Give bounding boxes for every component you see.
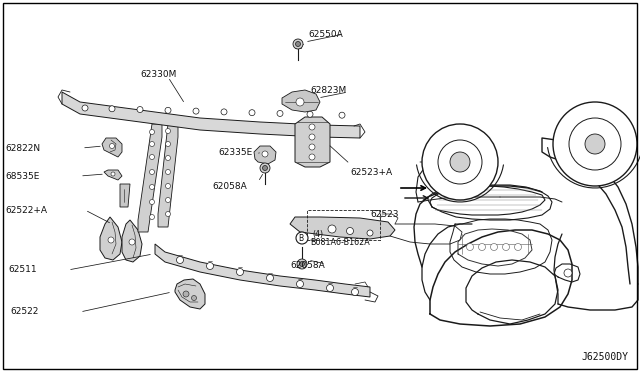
Circle shape xyxy=(137,106,143,113)
Circle shape xyxy=(309,124,315,130)
Text: 62523: 62523 xyxy=(370,209,399,218)
Polygon shape xyxy=(120,184,130,207)
Circle shape xyxy=(129,239,135,245)
Text: 62523+A: 62523+A xyxy=(350,167,392,176)
Text: 62511: 62511 xyxy=(8,266,36,275)
Circle shape xyxy=(150,129,154,135)
Circle shape xyxy=(422,124,498,200)
Circle shape xyxy=(166,212,170,217)
Text: 62522: 62522 xyxy=(10,308,38,317)
Circle shape xyxy=(328,225,336,233)
Circle shape xyxy=(296,232,308,244)
Circle shape xyxy=(207,263,214,269)
Circle shape xyxy=(296,98,304,106)
Circle shape xyxy=(262,166,268,170)
Circle shape xyxy=(438,140,482,184)
Circle shape xyxy=(183,291,189,297)
Polygon shape xyxy=(282,90,320,112)
Circle shape xyxy=(467,244,474,250)
Circle shape xyxy=(346,228,353,234)
Circle shape xyxy=(260,163,270,173)
Circle shape xyxy=(82,105,88,111)
Circle shape xyxy=(585,134,605,154)
Polygon shape xyxy=(290,217,395,239)
Circle shape xyxy=(221,109,227,115)
Circle shape xyxy=(309,154,315,160)
Circle shape xyxy=(177,257,184,263)
Circle shape xyxy=(326,285,333,292)
Polygon shape xyxy=(254,146,276,164)
Circle shape xyxy=(367,230,373,236)
Text: J62500DY: J62500DY xyxy=(581,352,628,362)
Circle shape xyxy=(300,262,305,266)
Circle shape xyxy=(108,237,114,243)
Circle shape xyxy=(293,39,303,49)
Circle shape xyxy=(166,141,170,147)
Circle shape xyxy=(166,183,170,189)
Text: (4): (4) xyxy=(312,230,323,238)
Circle shape xyxy=(150,170,154,174)
Polygon shape xyxy=(62,92,360,138)
Text: 62822N: 62822N xyxy=(5,144,40,153)
Circle shape xyxy=(502,244,509,250)
Circle shape xyxy=(249,110,255,116)
Circle shape xyxy=(109,106,115,112)
Circle shape xyxy=(297,259,307,269)
Text: 62550A: 62550A xyxy=(308,29,343,38)
Polygon shape xyxy=(122,220,142,262)
Circle shape xyxy=(266,275,273,282)
Circle shape xyxy=(150,199,154,205)
Text: 68535E: 68535E xyxy=(5,171,40,180)
Circle shape xyxy=(339,112,345,118)
Circle shape xyxy=(490,244,497,250)
Circle shape xyxy=(277,110,283,116)
Circle shape xyxy=(165,108,171,113)
Text: B: B xyxy=(298,234,303,243)
Circle shape xyxy=(166,128,170,134)
Circle shape xyxy=(515,244,522,250)
Circle shape xyxy=(109,144,115,148)
Circle shape xyxy=(166,155,170,160)
Polygon shape xyxy=(175,279,205,309)
Polygon shape xyxy=(104,170,122,180)
Circle shape xyxy=(296,280,303,288)
Circle shape xyxy=(450,152,470,172)
Circle shape xyxy=(309,144,315,150)
Circle shape xyxy=(150,215,154,219)
Text: B081A6-B162A: B081A6-B162A xyxy=(310,237,370,247)
Circle shape xyxy=(191,295,196,301)
Circle shape xyxy=(237,269,243,276)
Text: 62335E: 62335E xyxy=(218,148,252,157)
Circle shape xyxy=(479,244,486,250)
Circle shape xyxy=(262,151,268,157)
Polygon shape xyxy=(100,217,122,260)
Circle shape xyxy=(296,42,301,46)
Circle shape xyxy=(307,111,313,117)
Text: 62330M: 62330M xyxy=(140,70,177,78)
Polygon shape xyxy=(295,117,330,167)
Circle shape xyxy=(150,154,154,160)
Text: 62058A: 62058A xyxy=(212,182,247,190)
Circle shape xyxy=(553,102,637,186)
Polygon shape xyxy=(102,138,122,157)
Circle shape xyxy=(193,108,199,114)
Text: 62058A: 62058A xyxy=(290,262,324,270)
Circle shape xyxy=(166,198,170,202)
Text: 62823M: 62823M xyxy=(310,86,346,94)
Circle shape xyxy=(166,170,170,174)
Circle shape xyxy=(569,118,621,170)
Circle shape xyxy=(351,289,358,295)
Circle shape xyxy=(111,172,115,176)
Circle shape xyxy=(150,185,154,189)
Circle shape xyxy=(150,141,154,147)
Polygon shape xyxy=(155,244,370,297)
Circle shape xyxy=(564,269,572,277)
Circle shape xyxy=(309,134,315,140)
Polygon shape xyxy=(138,124,162,232)
Text: 62522+A: 62522+A xyxy=(5,205,47,215)
Polygon shape xyxy=(158,124,178,227)
